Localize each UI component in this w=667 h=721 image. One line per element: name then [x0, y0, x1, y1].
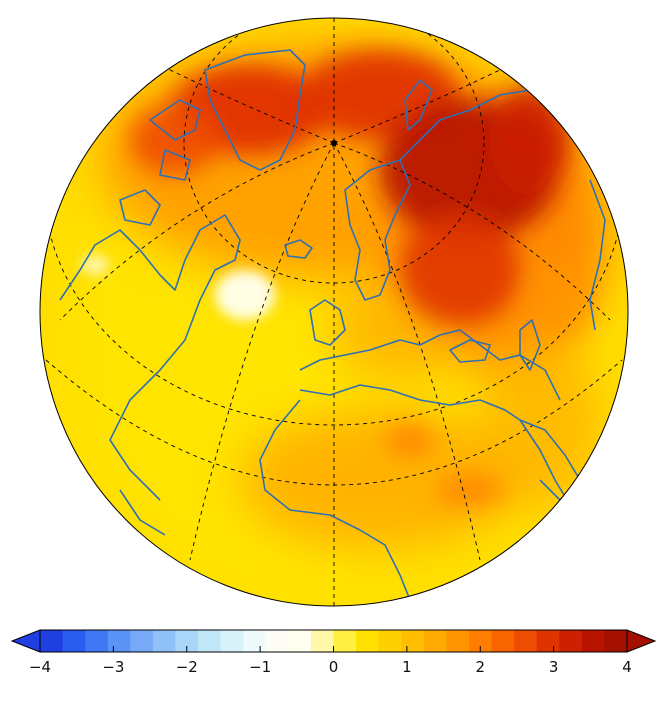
coast-canada-arctic — [119, 99, 201, 226]
colorbar-segment — [220, 630, 244, 652]
north-pole-dot — [331, 140, 337, 146]
colorbar-segment — [333, 630, 357, 652]
colorbar-tick-label: 1 — [402, 658, 412, 676]
colorbar-segment — [446, 630, 470, 652]
colorbar-segment — [536, 630, 560, 652]
coast-africa — [259, 399, 571, 601]
colorbar-extend-max-arrow — [626, 629, 657, 653]
meridian-line — [333, 59, 521, 144]
coast-novaya-zemlya — [404, 79, 433, 131]
anomaly-alaska-warm — [530, 260, 590, 340]
colorbar-segment — [62, 630, 86, 652]
coast-greenland — [204, 49, 306, 171]
anomaly-north-africa — [240, 410, 520, 550]
coastlines — [59, 49, 606, 601]
meridian-line — [333, 142, 611, 321]
colorbar-segment — [581, 630, 605, 652]
meridian-line — [333, 142, 481, 561]
anomaly-arabia — [480, 330, 600, 510]
colorbar-segments — [40, 630, 628, 652]
colorbar-segment — [378, 630, 402, 652]
colorbar-segment — [152, 630, 176, 652]
globe — [39, 17, 629, 607]
colorbar-tick-label: −4 — [29, 658, 51, 676]
colorbar-segment — [468, 630, 493, 652]
colorbar-segment — [40, 630, 64, 652]
colorbar-tick-label: −2 — [176, 658, 198, 676]
colorbar-segment — [491, 630, 515, 652]
anomaly-sahel-hotspot — [435, 475, 505, 505]
anomaly-labrador-cool — [81, 255, 109, 275]
anomaly-east-siberia-core — [490, 85, 570, 195]
coast-north-america — [59, 214, 241, 501]
colorbar-segment — [175, 630, 199, 652]
colorbar-tick-label: 3 — [549, 658, 559, 676]
coast-caspian — [519, 319, 541, 371]
meridian-line — [189, 142, 335, 561]
colorbar-segment — [243, 630, 267, 652]
colorbar-segment — [604, 630, 628, 652]
colorbar-segment — [107, 630, 131, 652]
parallel-60n — [183, 18, 485, 284]
colorbar-segment — [356, 630, 380, 652]
colorbar-segment — [85, 630, 109, 652]
parallel-equator — [45, 359, 623, 486]
colorbar-segment — [130, 630, 154, 652]
meridian-line — [149, 59, 335, 144]
coast-alaska — [589, 179, 606, 331]
colorbar-segment — [514, 630, 538, 652]
colorbar-tick-label: 4 — [622, 658, 632, 676]
colorbar-ticks: −4 −3 −2 −1 0 1 2 3 4 — [29, 646, 632, 676]
colorbar-segment — [198, 630, 222, 652]
anomaly-sahara-hotspot — [385, 425, 435, 455]
colorbar-segment — [265, 630, 289, 652]
colorbar-segment — [288, 630, 312, 652]
colorbar-tick-label: −3 — [102, 658, 124, 676]
coast-iceland — [284, 239, 313, 259]
anomaly-western-russia-core — [400, 215, 520, 325]
colorbar-extend-min-arrow — [10, 629, 41, 653]
colorbar-segment — [310, 630, 334, 652]
colorbar-segment — [423, 630, 447, 652]
meridian-line — [59, 142, 335, 321]
colorbar-tick-label: −1 — [249, 658, 271, 676]
coast-arabia — [519, 419, 581, 501]
coast-black-sea — [449, 339, 491, 363]
anomaly-atlantic-cold-patch — [215, 270, 275, 320]
colorbar-tick-label: 0 — [329, 658, 339, 676]
globe-outline — [39, 17, 629, 607]
colorbar-segment — [559, 630, 583, 652]
coast-mediterranean — [299, 384, 521, 421]
colorbar-tick-label: 2 — [475, 658, 485, 676]
colorbar: −4 −3 −2 −1 0 1 2 3 4 — [10, 629, 657, 676]
colorbar-segment — [401, 630, 425, 652]
coast-south-america — [119, 489, 166, 536]
